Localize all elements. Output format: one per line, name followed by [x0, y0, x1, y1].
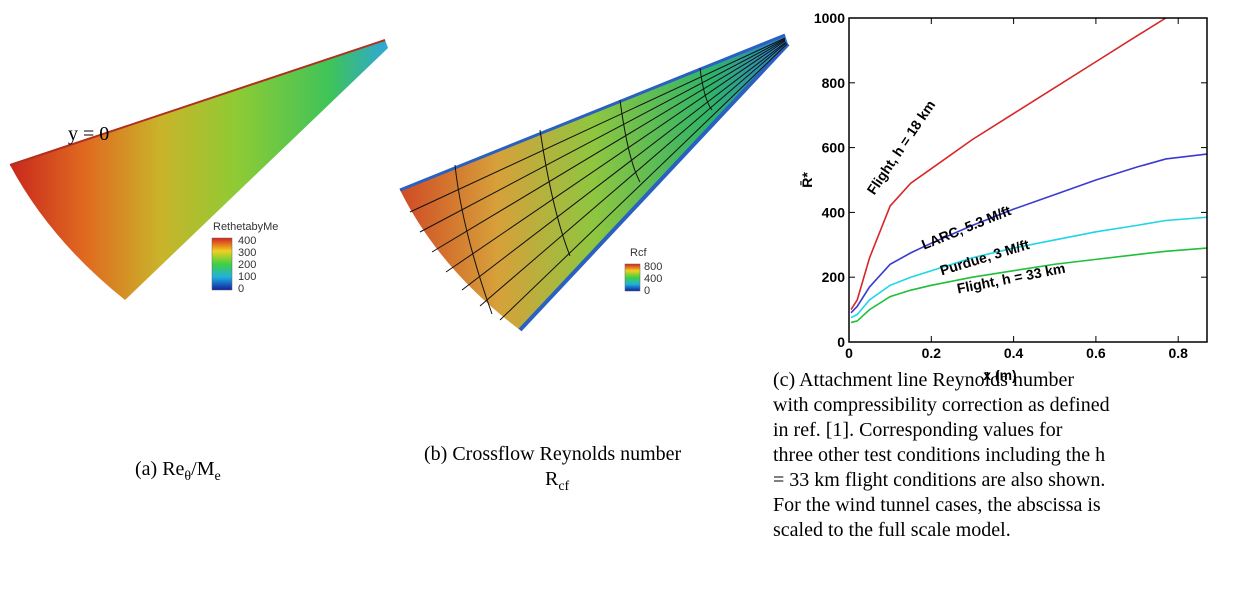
colorbar — [212, 238, 232, 290]
caption-c: with compressibility correction as defin… — [773, 394, 1110, 416]
caption-c: three other test conditions including th… — [773, 444, 1105, 466]
colorbar-label: 0 — [238, 283, 244, 295]
caption-a: (a) Reθ/Me — [135, 458, 221, 484]
colorbar-label: 0 — [644, 285, 650, 297]
y-tick-label: 800 — [822, 75, 846, 91]
series-line — [851, 154, 1207, 313]
caption-sub: cf — [558, 479, 569, 494]
y-tick-label: 200 — [822, 269, 846, 285]
caption-c: For the wind tunnel cases, the abscissa … — [773, 494, 1101, 516]
colorbar-label: 400 — [238, 235, 256, 247]
caption-c: in ref. [1]. Corresponding values for — [773, 419, 1063, 441]
caption-b2: Rcf — [545, 468, 570, 494]
y-tick-label: 400 — [822, 204, 846, 220]
caption-b: (b) Crossflow Reynolds number — [424, 443, 682, 465]
series-line — [851, 248, 1207, 323]
x-tick-label: 0 — [845, 345, 853, 361]
x-axis-label: x (m) — [983, 367, 1016, 383]
contour-b — [400, 35, 788, 330]
caption-text: (a) Re — [135, 458, 185, 480]
x-tick-label: 0.6 — [1086, 345, 1106, 361]
caption-c: scaled to the full scale model. — [773, 519, 1011, 541]
x-tick-label: 0.4 — [1004, 345, 1024, 361]
colorbar-title: Rcf — [630, 247, 647, 259]
colorbar — [625, 264, 640, 291]
y-axis-label: R̄* — [798, 172, 815, 188]
contour-a — [10, 40, 388, 300]
caption-c: = 33 km flight conditions are also shown… — [773, 469, 1105, 491]
caption-sub: e — [214, 469, 220, 484]
caption-text: /M — [191, 458, 215, 480]
colorbar-label: 300 — [238, 247, 256, 259]
x-tick-label: 0.8 — [1168, 345, 1188, 361]
colorbar-label: 400 — [644, 273, 662, 285]
annotation: y = 0 — [68, 123, 109, 145]
y-tick-label: 600 — [822, 140, 846, 156]
colorbar-label: 800 — [644, 261, 662, 273]
y-tick-label: 1000 — [814, 10, 845, 26]
colorbar-title: RethetabyMe — [213, 221, 278, 233]
colorbar-label: 100 — [238, 271, 256, 283]
x-tick-label: 0.2 — [922, 345, 942, 361]
caption-c: (c) Attachment line Reynolds number — [773, 369, 1074, 391]
colorbar-label: 200 — [238, 259, 256, 271]
caption-text: R — [545, 468, 559, 490]
y-tick-label: 0 — [837, 334, 845, 350]
figure: y = 0 RethetabyMe 4003002001000 Rcf 8004… — [0, 0, 1254, 602]
series-label: Flight, h = 18 km — [863, 97, 938, 197]
